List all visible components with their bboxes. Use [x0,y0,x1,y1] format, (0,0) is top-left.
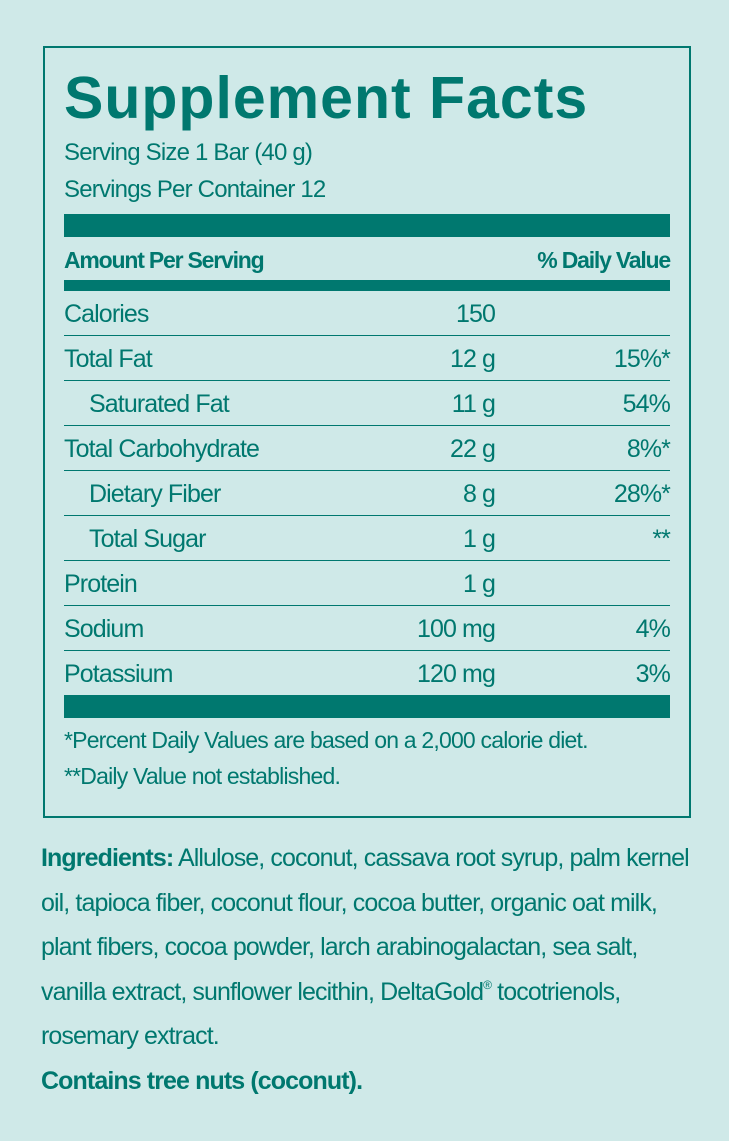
ingredients-text-end: tocotrienols, rosemary extract. [41,977,621,1051]
thick-divider [64,214,670,237]
nutrient-table: Calories 150 Total Fat 12 g 15%* Saturated Fa… [64,291,671,695]
amount-per-serving-header: Amount Per Serving [64,247,265,273]
serving-size: Serving Size 1 Bar (40 g) [64,139,313,166]
nutrient-amount: 1 g [462,570,496,598]
table-row: Saturated Fat 11 g 54% [64,381,671,426]
nutrient-name: Saturated Fat [89,390,230,418]
table-row: Total Sugar 1 g ** [64,516,671,561]
nutrient-name: Sodium [64,615,144,643]
nutrient-daily-value [495,561,670,605]
nutrient-amount: 22 g [449,435,496,463]
ingredients-text: Allulose, coconut, cassava root syrup, p… [41,844,690,1006]
table-row: Calories 150 [64,291,670,336]
nutrient-amount: 11 g [451,390,496,418]
nutrient-name: Total Fat [64,345,153,373]
nutrient-daily-value [495,291,670,335]
nutrient-amount: 12 g [449,345,496,373]
footnote-daily-values: *Percent Daily Values are based on a 2,0… [64,727,589,753]
nutrient-amount: 150 [455,300,496,328]
table-row: Dietary Fiber 8 g 28%* [64,471,671,516]
daily-value-header: % Daily Value [537,247,671,273]
nutrient-daily-value: 54% [622,390,671,418]
table-header: Amount Per Serving % Daily Value [64,237,671,280]
medium-divider [64,280,670,291]
ingredients-label: Ingredients: [41,844,174,872]
table-row: Protein 1 g [64,561,670,606]
nutrient-name: Potassium [64,660,174,688]
nutrient-daily-value: 15%* [613,345,671,373]
table-row: Sodium 100 mg 4% [64,606,671,651]
table-row: Potassium 120 mg 3% [64,651,671,695]
ingredients-section: Ingredients: Allulose, coconut, cassava … [41,836,691,1103]
nutrient-name: Total Carbohydrate [64,435,260,463]
nutrient-daily-value: ** [652,525,671,553]
nutrient-daily-value: 28%* [613,480,671,508]
nutrient-daily-value: 4% [635,615,671,643]
nutrient-amount: 120 mg [417,660,496,688]
nutrient-amount: 100 mg [417,615,496,643]
servings-per-container: Servings Per Container 12 [64,176,326,203]
nutrient-name: Protein [64,570,138,598]
panel-title: Supplement Facts [64,65,589,131]
thick-divider [64,695,670,718]
table-row: Total Carbohydrate 22 g 8%* [64,426,671,471]
nutrient-amount: 1 g [462,525,496,553]
footnote-not-established: **Daily Value not established. [64,763,341,789]
nutrient-name: Total Sugar [89,525,206,553]
nutrient-daily-value: 3% [635,660,671,688]
nutrient-name: Calories [64,300,149,328]
nutrient-daily-value: 8%* [626,435,671,463]
supplement-facts-panel: Supplement Facts Serving Size 1 Bar (40 … [43,46,691,818]
table-row: Total Fat 12 g 15%* [64,336,671,381]
nutrient-name: Dietary Fiber [89,480,221,508]
allergen-statement: Contains tree nuts (coconut). [41,1066,363,1095]
registered-mark: ® [483,977,492,992]
nutrient-amount: 8 g [462,480,496,508]
